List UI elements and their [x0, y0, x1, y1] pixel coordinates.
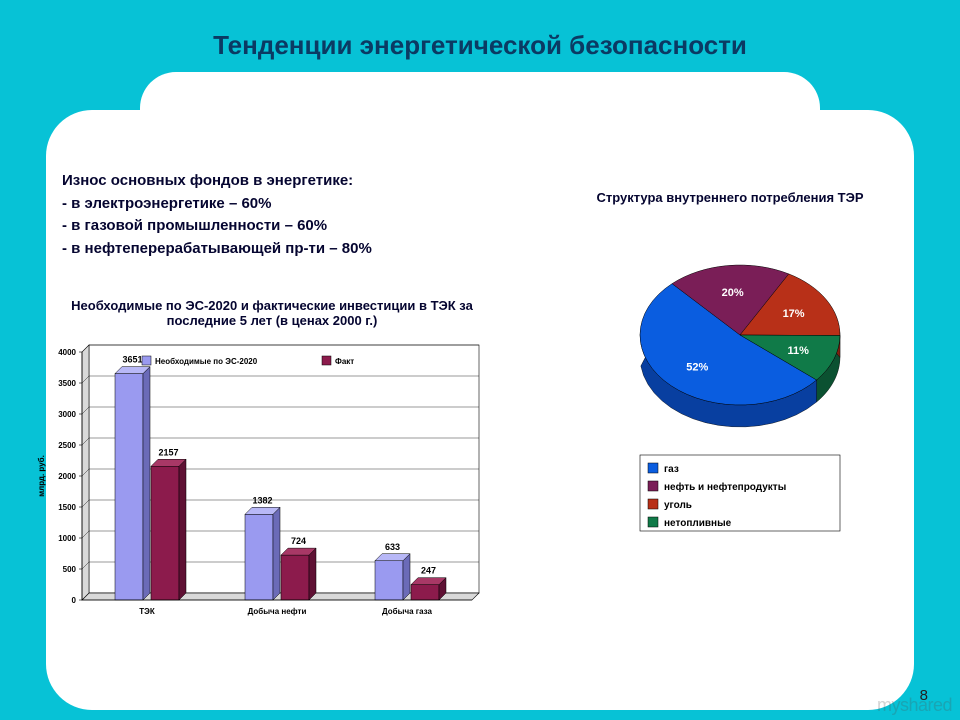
svg-text:млрд. руб.: млрд. руб.	[37, 455, 46, 497]
watermark: myshared	[877, 695, 952, 716]
depreciation-item: - в электроэнергетике – 60%	[62, 193, 372, 216]
svg-text:Факт: Факт	[335, 357, 354, 366]
svg-text:ТЭК: ТЭК	[139, 607, 155, 616]
slide-title: Тенденции энергетической безопасности	[0, 30, 960, 61]
svg-text:500: 500	[63, 565, 77, 574]
svg-text:11%: 11%	[787, 345, 809, 357]
pie-chart: 52% 20% 17% 11% газ нефть и нефтепродукты угол…	[580, 215, 900, 575]
svg-text:нетопливные: нетопливные	[664, 518, 732, 529]
bar-chart-title: Необходимые по ЭС-2020 и фактические инв…	[62, 298, 482, 328]
svg-text:633: 633	[385, 542, 400, 552]
svg-text:3500: 3500	[58, 379, 76, 388]
svg-text:уголь: уголь	[664, 500, 692, 511]
svg-text:нефть и нефтепродукты: нефть и нефтепродукты	[664, 481, 786, 493]
svg-text:Необходимые по ЭС-2020: Необходимые по ЭС-2020	[155, 357, 258, 366]
depreciation-block: Износ основных фондов в энергетике: - в …	[62, 170, 372, 260]
svg-text:52%: 52%	[686, 361, 708, 373]
svg-text:2000: 2000	[58, 472, 76, 481]
depreciation-item: - в газовой промышленности – 60%	[62, 215, 372, 238]
svg-text:3000: 3000	[58, 410, 76, 419]
svg-text:17%: 17%	[783, 308, 805, 320]
svg-text:2500: 2500	[58, 441, 76, 450]
svg-text:4000: 4000	[58, 348, 76, 357]
svg-text:газ: газ	[664, 464, 679, 475]
svg-text:Добыча нефти: Добыча нефти	[248, 607, 307, 616]
svg-text:724: 724	[291, 536, 306, 546]
svg-text:20%: 20%	[722, 287, 744, 299]
slide: Тенденции энергетической безопасности Из…	[0, 0, 960, 720]
svg-text:3651: 3651	[122, 355, 142, 365]
depreciation-item: - в нефтеперерабатывающей пр-ти – 80%	[62, 238, 372, 261]
svg-text:1382: 1382	[252, 495, 272, 505]
svg-text:1000: 1000	[58, 534, 76, 543]
bar-chart: 0 500 1000 1500 2000 2500 3000 3500 4000 млрд. ру…	[30, 342, 490, 642]
depreciation-heading: Износ основных фондов в энергетике:	[62, 170, 372, 193]
svg-text:1500: 1500	[58, 503, 76, 512]
svg-text:0: 0	[72, 596, 77, 605]
svg-text:2157: 2157	[158, 447, 178, 457]
svg-text:Добыча газа: Добыча газа	[382, 607, 433, 616]
pie-chart-title: Структура внутреннего потребления ТЭР	[540, 190, 920, 205]
svg-text:247: 247	[421, 566, 436, 576]
